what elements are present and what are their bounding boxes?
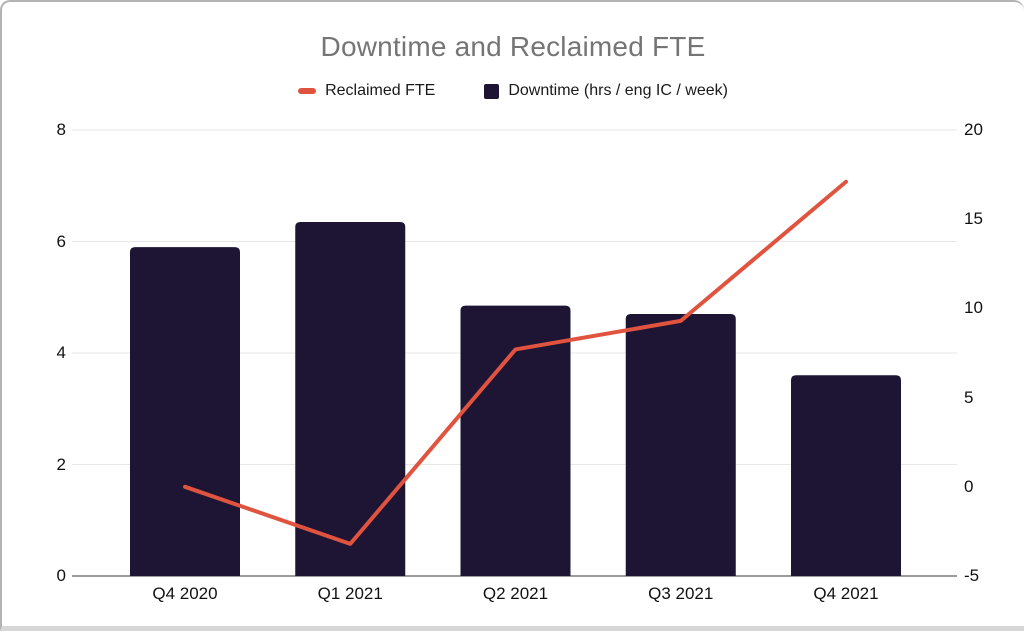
chart-legend: Reclaimed FTE Downtime (hrs / eng IC / w… — [2, 81, 1024, 101]
combo-chart-canvas — [72, 129, 957, 577]
bar-series-swatch-icon — [484, 83, 500, 99]
y-right-tick-label: 15 — [964, 209, 983, 229]
bar-q1-2021[interactable] — [295, 221, 406, 577]
y-left-tick-label: 8 — [56, 120, 66, 139]
y-right-tick-label: 0 — [964, 476, 974, 496]
chart-plot-area[interactable] — [72, 129, 957, 577]
legend-label: Downtime (hrs / eng IC / week) — [508, 82, 728, 99]
legend-label: Reclaimed FTE — [325, 82, 436, 99]
y-left-tick-label: 6 — [56, 231, 66, 251]
y-left-tick-label: 0 — [56, 566, 66, 585]
chart-title: Downtime and Reclaimed FTE — [320, 31, 706, 62]
bar-q3-2021[interactable] — [625, 313, 736, 576]
legend-item-reclaimed-fte[interactable]: Reclaimed FTE — [298, 82, 435, 100]
x-category-label: Q3 2021 — [648, 584, 714, 603]
x-category-label: Q1 2021 — [317, 584, 383, 603]
y-left-tick-label: 4 — [56, 343, 66, 362]
x-category-label: Q4 2020 — [152, 584, 218, 603]
bar-q2-2021[interactable] — [460, 305, 571, 576]
bar-q4-2020[interactable] — [130, 247, 240, 576]
y-right-tick-label: -5 — [964, 566, 980, 585]
x-category-label: Q2 2021 — [482, 584, 549, 603]
y-right-tick-label: 10 — [964, 298, 983, 318]
legend-item-downtime[interactable]: Downtime (hrs / eng IC / week) — [484, 82, 728, 100]
bar-q4-2021[interactable] — [791, 375, 901, 576]
reclaimed-fte-line[interactable] — [183, 179, 848, 546]
y-left-tick-label: 2 — [56, 454, 66, 474]
x-category-label: Q4 2021 — [813, 584, 879, 603]
y-right-tick-label: 5 — [964, 387, 974, 407]
line-series-swatch-icon — [298, 88, 317, 94]
y-right-tick-label: 20 — [964, 120, 983, 139]
